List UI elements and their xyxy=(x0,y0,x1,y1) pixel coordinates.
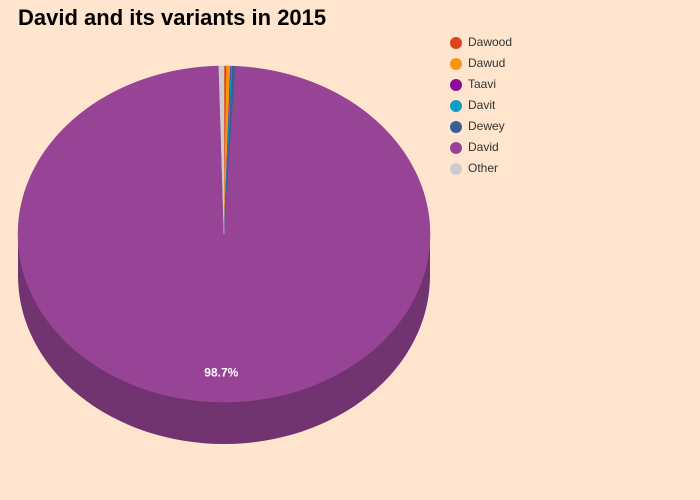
legend-marker xyxy=(450,142,462,154)
legend-label: Other xyxy=(468,161,498,175)
legend-label: Dewey xyxy=(468,119,505,133)
legend-label: David xyxy=(468,140,499,154)
legend-marker xyxy=(450,163,462,175)
legend-marker xyxy=(450,79,462,91)
value-label: 98.7% xyxy=(204,366,238,380)
legend-marker xyxy=(450,58,462,70)
legend-label: Dawud xyxy=(468,56,505,70)
legend-marker xyxy=(450,100,462,112)
chart-title: David and its variants in 2015 xyxy=(18,5,326,30)
slice-side xyxy=(18,234,430,444)
legend-label: Davit xyxy=(468,98,496,112)
legend-marker xyxy=(450,37,462,49)
slice xyxy=(17,65,431,403)
legend-label: Dawood xyxy=(468,35,512,49)
legend-marker xyxy=(450,121,462,133)
legend-label: Taavi xyxy=(468,77,496,91)
slice xyxy=(218,65,225,235)
